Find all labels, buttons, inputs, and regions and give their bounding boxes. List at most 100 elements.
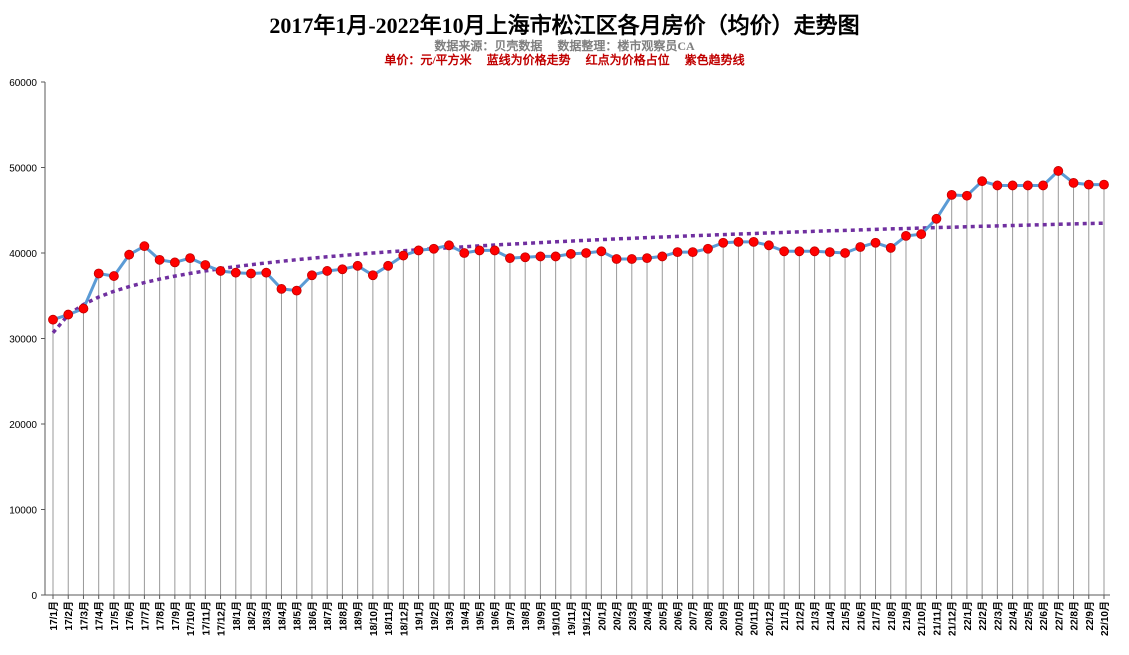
price-point (307, 270, 317, 281)
x-tick-label: 19/12月 (581, 601, 593, 636)
x-tick-label: 21/12月 (947, 601, 959, 636)
price-point (977, 176, 988, 187)
x-tick-label: 17/6月 (124, 601, 136, 630)
price-point (642, 253, 652, 264)
price-point (246, 268, 256, 279)
x-tick-label: 18/6月 (307, 601, 319, 630)
x-tick-label: 20/2月 (612, 601, 624, 630)
price-markers (48, 166, 1109, 325)
x-tick-label: 17/10月 (185, 601, 197, 636)
y-tick-label: 10000 (9, 506, 37, 517)
price-point (672, 247, 683, 258)
x-tick-label: 20/8月 (703, 601, 715, 630)
x-tick-label: 17/2月 (63, 601, 75, 630)
x-tick-label: 19/4月 (459, 601, 471, 630)
price-point (931, 213, 942, 224)
price-point (1099, 179, 1109, 190)
price-point (63, 309, 74, 320)
price-point (703, 243, 713, 254)
price-point (276, 284, 287, 294)
x-tick-label: 22/6月 (1038, 601, 1050, 630)
x-tick-label: 18/8月 (337, 601, 349, 630)
price-point (215, 266, 226, 276)
price-point (581, 248, 592, 258)
x-tick-label: 20/6月 (673, 601, 685, 630)
price-point (611, 254, 622, 264)
price-point (489, 245, 500, 256)
x-tick-label: 18/10月 (368, 601, 380, 636)
x-tick-label: 20/9月 (718, 601, 730, 630)
x-tick-label: 20/7月 (688, 601, 700, 630)
price-point (48, 314, 58, 325)
x-tick-label: 18/1月 (231, 601, 243, 630)
price-point (200, 260, 211, 270)
x-tick-label: 20/4月 (642, 601, 654, 630)
x-tick-label: 21/11月 (931, 601, 943, 635)
x-tick-label: 18/2月 (246, 601, 258, 630)
x-tick-label: 19/3月 (444, 601, 456, 630)
price-point (367, 270, 378, 281)
price-point (885, 242, 896, 253)
price-point (93, 268, 104, 279)
x-tick-label: 20/11月 (749, 601, 761, 635)
price-point (946, 189, 957, 200)
y-tick-label: 30000 (9, 335, 37, 346)
price-point (855, 242, 866, 252)
x-tick-label: 20/5月 (657, 601, 669, 630)
x-tick-label: 17/1月 (48, 601, 60, 630)
x-tick-label: 18/11月 (383, 601, 395, 635)
price-point (687, 247, 698, 258)
price-point (78, 303, 89, 314)
price-point (139, 241, 150, 252)
x-tick-label: 21/5月 (840, 601, 852, 630)
x-tick-label: 17/7月 (139, 601, 151, 630)
price-point (779, 246, 790, 257)
y-tick-label: 0 (31, 591, 37, 602)
x-tick-label: 22/9月 (1084, 601, 1096, 630)
price-point (1083, 179, 1094, 190)
price-point (1068, 177, 1079, 188)
x-tick-label: 21/1月 (779, 601, 791, 630)
x-tick-label: 18/4月 (276, 601, 288, 630)
x-tick-label: 17/8月 (155, 601, 167, 630)
x-tick-label: 19/5月 (474, 601, 486, 630)
x-tick-label: 19/6月 (490, 601, 502, 630)
price-point (916, 229, 927, 240)
price-point (565, 248, 576, 259)
price-point (748, 236, 759, 247)
price-point (520, 252, 531, 263)
drop-lines (52, 170, 1105, 595)
price-point (383, 260, 394, 271)
x-tick-label: 17/4月 (94, 601, 106, 630)
x-tick-label: 22/3月 (992, 601, 1004, 630)
y-axis-ticks: 0 10000 20000 30000 40000 50000 60000 (9, 78, 45, 602)
x-tick-label: 20/12月 (764, 601, 776, 636)
x-tick-label: 19/8月 (520, 601, 532, 630)
price-point (962, 190, 972, 201)
x-tick-label: 17/11月 (200, 601, 212, 635)
price-point (626, 254, 637, 264)
price-point (124, 249, 135, 260)
y-tick-label: 40000 (9, 249, 37, 260)
price-point (261, 267, 272, 278)
price-point (657, 251, 668, 262)
price-point (444, 240, 454, 251)
x-tick-label: 18/7月 (322, 601, 334, 630)
x-tick-label: 22/8月 (1069, 601, 1081, 630)
price-point (1038, 180, 1048, 191)
price-point (169, 257, 180, 268)
x-tick-label: 22/10月 (1099, 601, 1111, 636)
price-point (870, 237, 881, 248)
x-tick-label: 22/5月 (1023, 601, 1035, 630)
price-point (428, 243, 439, 254)
x-tick-label: 19/10月 (551, 601, 563, 636)
price-point (154, 254, 165, 265)
x-tick-label: 19/11月 (566, 601, 578, 635)
price-point (185, 253, 195, 264)
price-point (352, 260, 363, 271)
price-point (718, 237, 729, 248)
x-tick-label: 21/4月 (825, 601, 837, 630)
x-tick-label: 20/3月 (627, 601, 639, 630)
price-point (733, 236, 744, 247)
